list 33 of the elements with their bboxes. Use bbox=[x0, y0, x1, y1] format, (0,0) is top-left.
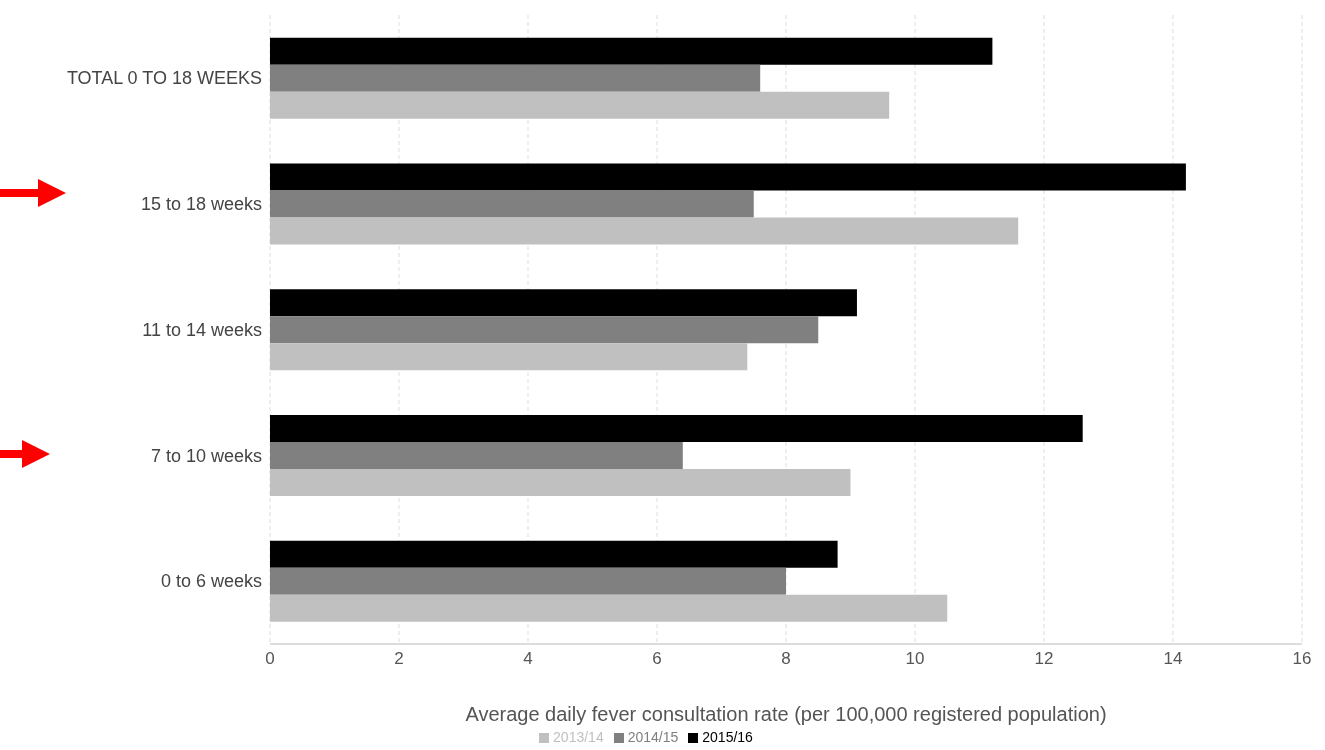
legend-label: 2015/16 bbox=[702, 729, 753, 745]
x-tick-label: 16 bbox=[1292, 649, 1312, 669]
bar bbox=[270, 289, 857, 317]
bar bbox=[270, 91, 890, 119]
x-tick-label: 2 bbox=[394, 649, 404, 669]
x-tick-label: 4 bbox=[523, 649, 533, 669]
bar bbox=[270, 316, 819, 344]
bar bbox=[270, 442, 683, 470]
bar bbox=[270, 594, 948, 622]
legend-label: 2014/15 bbox=[627, 729, 679, 745]
bar bbox=[270, 415, 1083, 443]
bar bbox=[270, 37, 993, 65]
x-tick-label: 0 bbox=[265, 649, 275, 669]
x-tick-label: 10 bbox=[905, 649, 925, 669]
x-tick-label: 8 bbox=[781, 649, 791, 669]
bar bbox=[270, 64, 761, 92]
bar bbox=[270, 343, 748, 371]
x-tick-label: 14 bbox=[1163, 649, 1183, 669]
bar bbox=[270, 163, 1186, 191]
bar bbox=[270, 540, 838, 568]
x-axis-title: Average daily fever consultation rate (per 100,000 registered population) bbox=[465, 703, 1107, 725]
y-tick-label: 15 to 18 weeks bbox=[140, 194, 262, 215]
bar bbox=[270, 217, 1019, 245]
y-tick-label: 0 to 6 weeks bbox=[160, 571, 262, 592]
bar bbox=[270, 567, 786, 595]
y-tick-label: TOTAL 0 TO 18 WEEKS bbox=[66, 68, 262, 89]
x-tick-label: 6 bbox=[652, 649, 662, 669]
bar bbox=[270, 469, 851, 497]
bar bbox=[270, 190, 754, 218]
x-tick-label: 12 bbox=[1034, 649, 1054, 669]
legend-label: 2013/14 bbox=[553, 729, 604, 745]
y-tick-label: 7 to 10 weeks bbox=[150, 445, 262, 466]
y-tick-label: 11 to 14 weeks bbox=[142, 319, 262, 340]
